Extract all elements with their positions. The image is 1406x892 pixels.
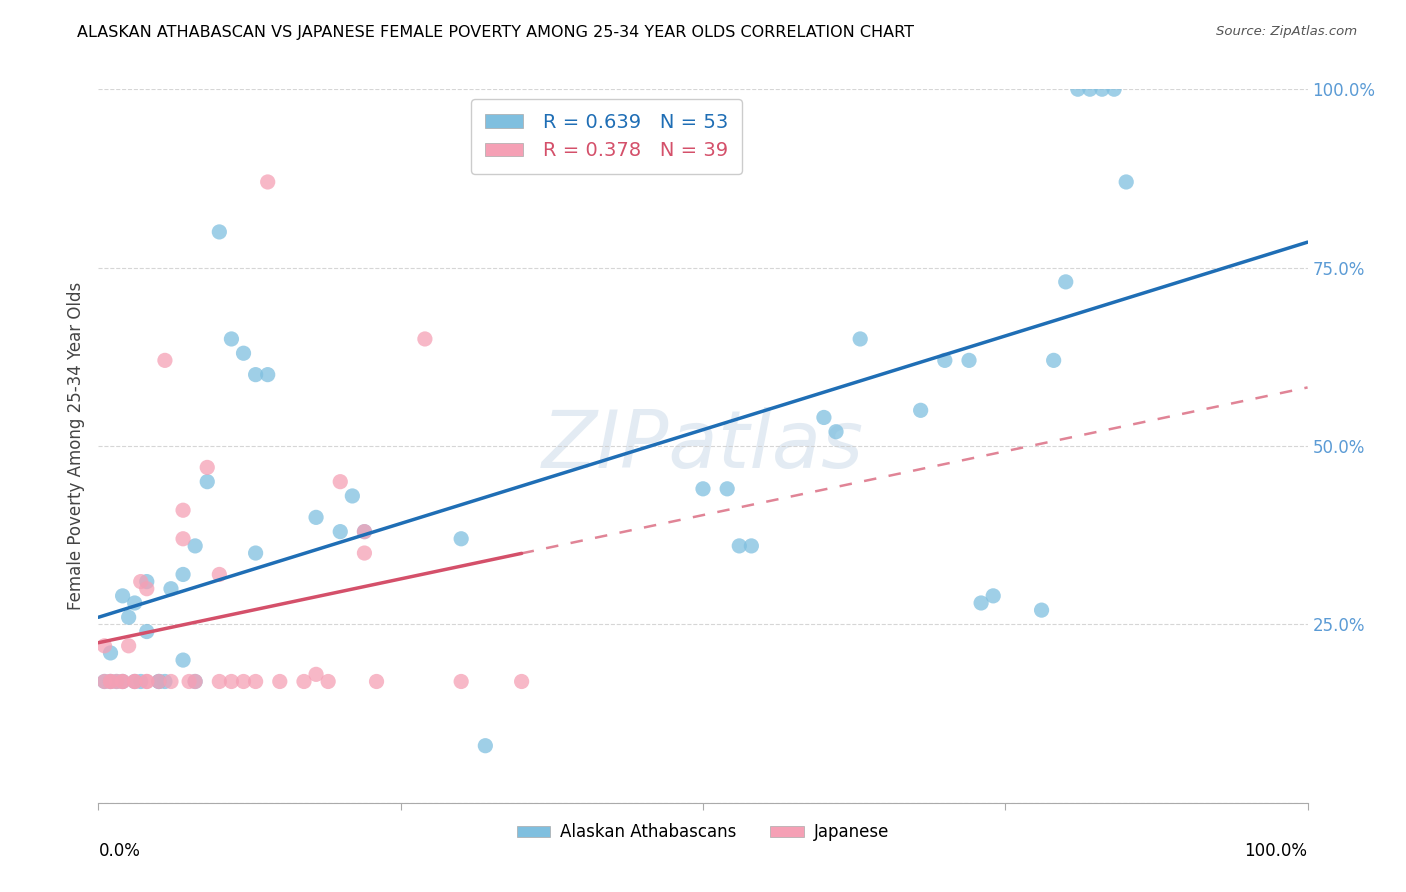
Point xyxy=(245,368,267,382)
Point xyxy=(450,674,472,689)
Point xyxy=(153,674,176,689)
Point xyxy=(118,639,141,653)
Point xyxy=(1031,603,1053,617)
Point xyxy=(184,674,207,689)
Point xyxy=(111,589,134,603)
Point xyxy=(172,653,194,667)
Point xyxy=(184,674,207,689)
Point xyxy=(208,674,231,689)
Text: ALASKAN ATHABASCAN VS JAPANESE FEMALE POVERTY AMONG 25-34 YEAR OLDS CORRELATION : ALASKAN ATHABASCAN VS JAPANESE FEMALE PO… xyxy=(77,25,914,40)
Point xyxy=(245,674,267,689)
Point xyxy=(305,510,328,524)
Text: ZIPatlas: ZIPatlas xyxy=(541,407,865,485)
Point xyxy=(179,674,201,689)
Point xyxy=(135,674,157,689)
Point xyxy=(1102,82,1125,96)
Point xyxy=(740,539,762,553)
Point xyxy=(135,674,157,689)
Point xyxy=(692,482,714,496)
Point xyxy=(813,410,835,425)
Point xyxy=(292,674,315,689)
Point xyxy=(269,674,291,689)
Point xyxy=(353,546,375,560)
Point xyxy=(1042,353,1064,368)
Point xyxy=(100,646,122,660)
Point xyxy=(172,503,194,517)
Point xyxy=(1115,175,1137,189)
Point xyxy=(970,596,993,610)
Point xyxy=(910,403,932,417)
Point xyxy=(305,667,328,681)
Text: 100.0%: 100.0% xyxy=(1244,842,1308,860)
Text: Source: ZipAtlas.com: Source: ZipAtlas.com xyxy=(1216,25,1357,38)
Point xyxy=(329,524,352,539)
Point xyxy=(105,674,128,689)
Point xyxy=(245,546,267,560)
Point xyxy=(100,674,122,689)
Point xyxy=(353,524,375,539)
Point xyxy=(342,489,364,503)
Point xyxy=(329,475,352,489)
Point xyxy=(208,225,231,239)
Point xyxy=(208,567,231,582)
Point xyxy=(366,674,388,689)
Point xyxy=(981,589,1004,603)
Point xyxy=(148,674,170,689)
Point xyxy=(1054,275,1077,289)
Point xyxy=(129,674,152,689)
Point xyxy=(195,460,218,475)
Point xyxy=(100,674,122,689)
Point xyxy=(232,674,254,689)
Point xyxy=(849,332,872,346)
Point xyxy=(124,596,146,610)
Point xyxy=(232,346,254,360)
Point xyxy=(148,674,170,689)
Point xyxy=(221,674,243,689)
Point xyxy=(135,624,157,639)
Point xyxy=(256,175,278,189)
Point xyxy=(413,332,436,346)
Point xyxy=(105,674,128,689)
Point xyxy=(93,674,115,689)
Point xyxy=(153,353,176,368)
Point xyxy=(111,674,134,689)
Point xyxy=(1067,82,1090,96)
Point xyxy=(1091,82,1114,96)
Point xyxy=(728,539,751,553)
Point xyxy=(135,574,157,589)
Point xyxy=(353,524,375,539)
Y-axis label: Female Poverty Among 25-34 Year Olds: Female Poverty Among 25-34 Year Olds xyxy=(66,282,84,610)
Point xyxy=(825,425,848,439)
Point xyxy=(450,532,472,546)
Legend: Alaskan Athabascans, Japanese: Alaskan Athabascans, Japanese xyxy=(510,817,896,848)
Text: 0.0%: 0.0% xyxy=(98,842,141,860)
Point xyxy=(172,532,194,546)
Point xyxy=(256,368,278,382)
Point xyxy=(148,674,170,689)
Point xyxy=(934,353,956,368)
Point xyxy=(184,539,207,553)
Point xyxy=(118,610,141,624)
Point xyxy=(124,674,146,689)
Point xyxy=(160,674,183,689)
Point xyxy=(124,674,146,689)
Point xyxy=(474,739,496,753)
Point xyxy=(195,475,218,489)
Point xyxy=(135,582,157,596)
Point xyxy=(160,582,183,596)
Point xyxy=(957,353,980,368)
Point xyxy=(316,674,339,689)
Point xyxy=(129,574,152,589)
Point xyxy=(111,674,134,689)
Point xyxy=(93,674,115,689)
Point xyxy=(1078,82,1101,96)
Point xyxy=(124,674,146,689)
Point xyxy=(93,639,115,653)
Point xyxy=(172,567,194,582)
Point xyxy=(221,332,243,346)
Point xyxy=(716,482,738,496)
Point xyxy=(111,674,134,689)
Point xyxy=(100,674,122,689)
Point xyxy=(510,674,533,689)
